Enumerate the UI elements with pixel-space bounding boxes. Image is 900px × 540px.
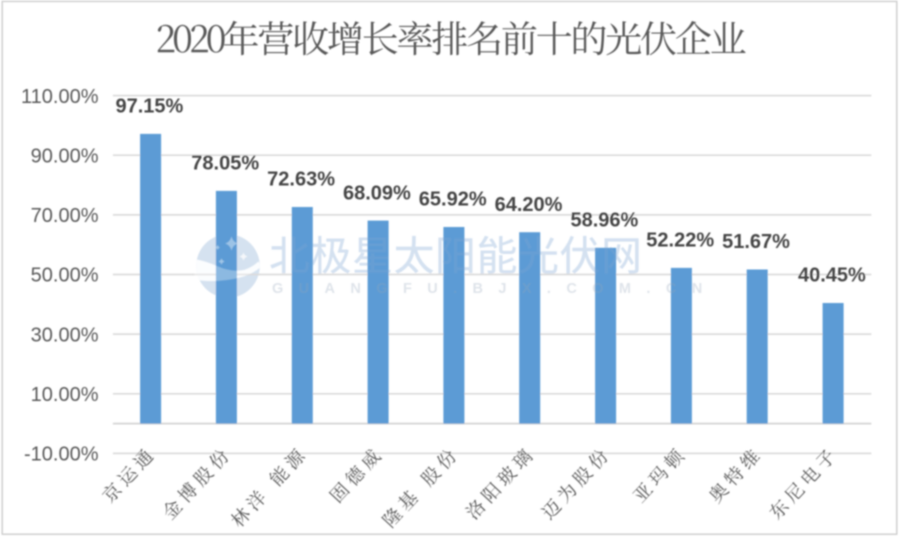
- svg-text:58.96%: 58.96%: [570, 210, 638, 232]
- svg-text:50.00%: 50.00%: [31, 265, 99, 287]
- svg-text:52.22%: 52.22%: [646, 230, 714, 252]
- svg-text:30.00%: 30.00%: [31, 324, 99, 346]
- svg-text:97.15%: 97.15%: [115, 96, 183, 118]
- svg-text:90.00%: 90.00%: [31, 145, 99, 167]
- svg-text:70.00%: 70.00%: [31, 205, 99, 227]
- svg-text:51.67%: 51.67%: [722, 231, 790, 253]
- svg-text:72.63%: 72.63%: [267, 169, 335, 191]
- svg-text:10.00%: 10.00%: [31, 384, 99, 406]
- svg-text:78.05%: 78.05%: [191, 153, 259, 175]
- svg-text:40.45%: 40.45%: [798, 265, 866, 287]
- svg-text:GUANGFU.BJX.COM.CN: GUANGFU.BJX.COM.CN: [272, 281, 718, 297]
- svg-text:64.20%: 64.20%: [495, 194, 563, 216]
- svg-text:68.09%: 68.09%: [343, 182, 411, 204]
- svg-text:110.00%: 110.00%: [21, 86, 99, 108]
- svg-text:-10.00%: -10.00%: [24, 444, 99, 466]
- svg-text:65.92%: 65.92%: [419, 189, 487, 211]
